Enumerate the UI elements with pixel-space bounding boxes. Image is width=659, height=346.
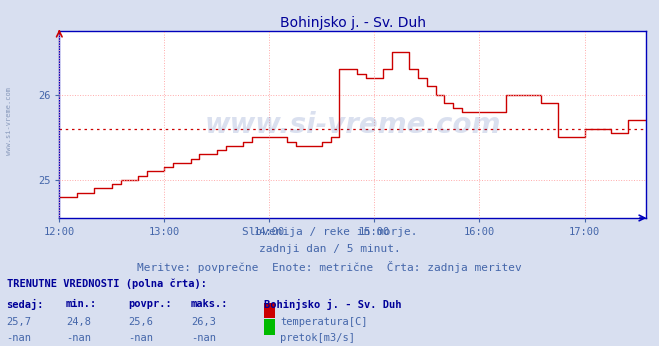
Text: maks.:: maks.: [191,299,229,309]
Text: zadnji dan / 5 minut.: zadnji dan / 5 minut. [258,244,401,254]
Text: 25,7: 25,7 [7,317,32,327]
Text: www.si-vreme.com: www.si-vreme.com [204,111,501,138]
Text: temperatura[C]: temperatura[C] [280,317,368,327]
Title: Bohinjsko j. - Sv. Duh: Bohinjsko j. - Sv. Duh [279,16,426,30]
Text: 25,6: 25,6 [129,317,154,327]
Text: min.:: min.: [66,299,97,309]
Text: povpr.:: povpr.: [129,299,172,309]
Text: pretok[m3/s]: pretok[m3/s] [280,333,355,343]
Text: Meritve: povprečne  Enote: metrične  Črta: zadnja meritev: Meritve: povprečne Enote: metrične Črta:… [137,261,522,273]
Text: -nan: -nan [129,333,154,343]
Text: 26,3: 26,3 [191,317,216,327]
Text: -nan: -nan [66,333,91,343]
Text: Slovenija / reke in morje.: Slovenija / reke in morje. [242,227,417,237]
Text: www.si-vreme.com: www.si-vreme.com [5,87,12,155]
Text: sedaj:: sedaj: [7,299,44,310]
Text: -nan: -nan [191,333,216,343]
Text: 24,8: 24,8 [66,317,91,327]
Text: Bohinjsko j. - Sv. Duh: Bohinjsko j. - Sv. Duh [264,299,401,310]
Text: TRENUTNE VREDNOSTI (polna črta):: TRENUTNE VREDNOSTI (polna črta): [7,279,206,289]
Text: -nan: -nan [7,333,32,343]
